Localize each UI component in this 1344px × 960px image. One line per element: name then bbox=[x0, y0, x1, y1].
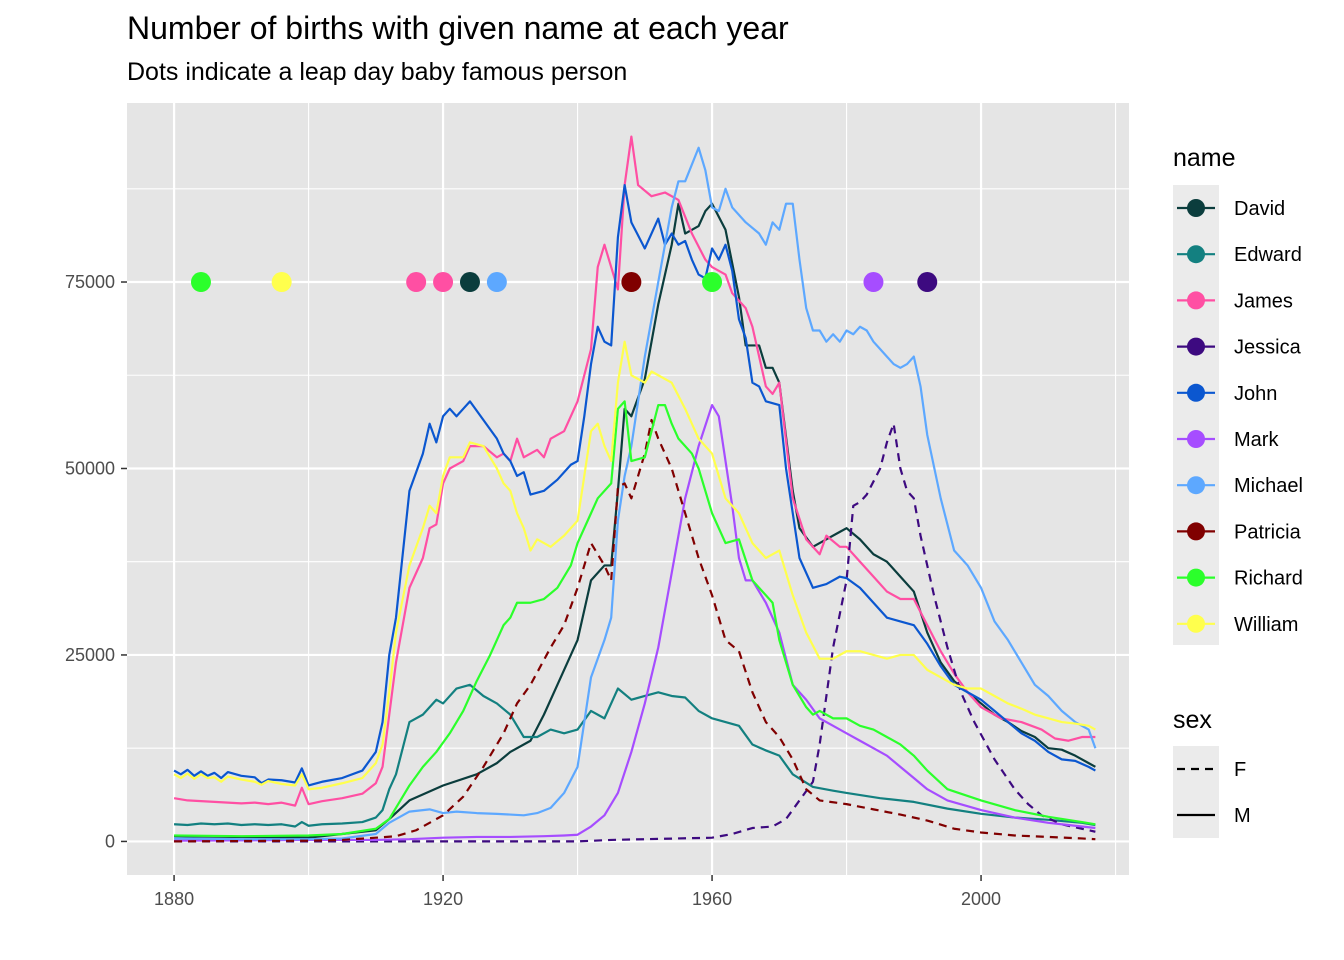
legend-label-david: David bbox=[1234, 198, 1285, 220]
legend-name-title: name bbox=[1173, 144, 1236, 172]
axes: 1880 1920 1960 2000 0 25000 50000 75000 bbox=[65, 272, 1001, 909]
series-line-michael bbox=[174, 146, 1097, 841]
y-tick-label: 0 bbox=[105, 831, 115, 851]
legend-dot-james bbox=[1187, 291, 1205, 310]
series-lines bbox=[173, 135, 1097, 843]
dot-james bbox=[406, 272, 427, 293]
legend-dot-john bbox=[1187, 383, 1205, 402]
chart-subtitle: Dots indicate a leap day baby famous per… bbox=[127, 58, 628, 86]
dot-jessica bbox=[917, 272, 938, 293]
y-tick-label: 50000 bbox=[65, 458, 115, 478]
series-line-john bbox=[173, 183, 1096, 787]
legend-label-sex-m: M bbox=[1234, 805, 1251, 827]
legend-dot-richard bbox=[1187, 568, 1205, 587]
legend-dot-michael bbox=[1187, 476, 1205, 495]
series-line-william bbox=[173, 340, 1096, 791]
y-tick-label: 25000 bbox=[65, 645, 115, 665]
plot-panel bbox=[127, 103, 1129, 875]
legend-sex-background bbox=[1173, 746, 1219, 838]
x-tick-label: 1920 bbox=[423, 889, 463, 909]
legend-label-richard: Richard bbox=[1234, 568, 1303, 590]
legend: name David Edward James Jessica John Mark Micha… bbox=[1173, 144, 1303, 838]
legend-dot-william bbox=[1187, 614, 1205, 633]
legend-dot-edward bbox=[1187, 245, 1205, 264]
legend-dot-jessica bbox=[1187, 337, 1205, 356]
dot-david bbox=[459, 272, 480, 293]
dot-patricia bbox=[621, 272, 642, 293]
x-tick-label: 1880 bbox=[154, 889, 194, 909]
legend-label-mark: Mark bbox=[1234, 429, 1279, 451]
legend-label-james: James bbox=[1234, 290, 1293, 312]
dot-richard bbox=[702, 272, 723, 293]
legend-label-patricia: Patricia bbox=[1234, 521, 1302, 543]
series-line-jessica bbox=[174, 422, 1096, 843]
dot-mark bbox=[863, 272, 884, 293]
x-tick-label: 1960 bbox=[692, 889, 732, 909]
chart-title: Number of births with given name at each… bbox=[127, 10, 789, 46]
series-line-edward bbox=[174, 683, 1096, 828]
dot-richard bbox=[190, 272, 211, 293]
series-line-patricia bbox=[174, 418, 1096, 843]
legend-label-jessica: Jessica bbox=[1234, 337, 1302, 359]
legend-label-william: William bbox=[1234, 614, 1298, 636]
dot-william bbox=[271, 272, 292, 293]
legend-label-john: John bbox=[1234, 383, 1277, 405]
dot-james bbox=[433, 272, 454, 293]
grid-lines bbox=[127, 103, 1129, 875]
legend-label-sex-f: F bbox=[1234, 759, 1246, 781]
series-line-james bbox=[173, 135, 1096, 807]
dot-michael bbox=[486, 272, 507, 293]
legend-sex-title: sex bbox=[1173, 706, 1212, 734]
x-tick-label: 2000 bbox=[961, 889, 1001, 909]
legend-dot-mark bbox=[1187, 430, 1205, 448]
legend-dot-david bbox=[1187, 199, 1205, 217]
y-tick-label: 75000 bbox=[65, 272, 115, 292]
legend-label-edward: Edward bbox=[1234, 244, 1302, 266]
series-line-richard bbox=[174, 400, 1096, 838]
legend-dot-patricia bbox=[1187, 522, 1205, 541]
famous-person-dots bbox=[190, 272, 938, 293]
legend-label-michael: Michael bbox=[1234, 475, 1303, 497]
